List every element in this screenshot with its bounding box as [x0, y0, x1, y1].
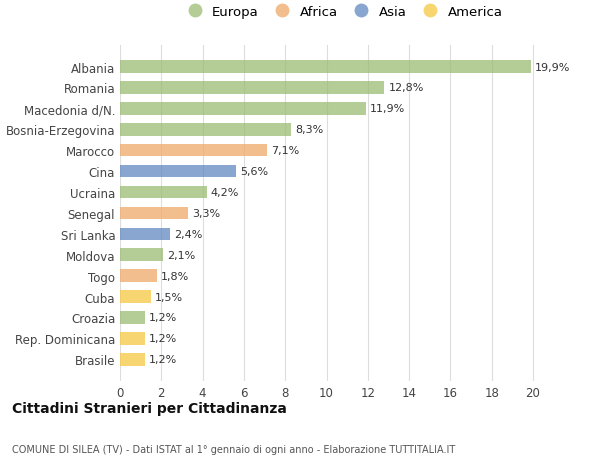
- Text: 8,3%: 8,3%: [296, 125, 324, 135]
- Text: COMUNE DI SILEA (TV) - Dati ISTAT al 1° gennaio di ogni anno - Elaborazione TUTT: COMUNE DI SILEA (TV) - Dati ISTAT al 1° …: [12, 444, 455, 454]
- Text: 1,2%: 1,2%: [149, 334, 177, 344]
- Bar: [120, 353, 145, 366]
- Text: 1,8%: 1,8%: [161, 271, 190, 281]
- Bar: [120, 207, 188, 220]
- Bar: [120, 103, 366, 115]
- Text: 2,4%: 2,4%: [173, 230, 202, 239]
- Text: 11,9%: 11,9%: [370, 104, 405, 114]
- Bar: [120, 61, 531, 73]
- Text: 2,1%: 2,1%: [167, 250, 196, 260]
- Text: Cittadini Stranieri per Cittadinanza: Cittadini Stranieri per Cittadinanza: [12, 402, 287, 415]
- Text: 4,2%: 4,2%: [211, 188, 239, 197]
- Text: 12,8%: 12,8%: [388, 83, 424, 93]
- Text: 19,9%: 19,9%: [535, 62, 571, 73]
- Bar: [120, 312, 145, 324]
- Text: 1,2%: 1,2%: [149, 354, 177, 364]
- Bar: [120, 145, 266, 157]
- Text: 5,6%: 5,6%: [240, 167, 268, 177]
- Text: 1,5%: 1,5%: [155, 292, 183, 302]
- Bar: [120, 270, 157, 282]
- Legend: Europa, Africa, Asia, America: Europa, Africa, Asia, America: [182, 6, 502, 18]
- Text: 7,1%: 7,1%: [271, 146, 299, 156]
- Bar: [120, 249, 163, 262]
- Bar: [120, 332, 145, 345]
- Bar: [120, 228, 170, 241]
- Bar: [120, 124, 292, 136]
- Bar: [120, 82, 385, 95]
- Bar: [120, 291, 151, 303]
- Bar: [120, 186, 207, 199]
- Text: 3,3%: 3,3%: [192, 208, 220, 218]
- Text: 1,2%: 1,2%: [149, 313, 177, 323]
- Bar: [120, 165, 236, 178]
